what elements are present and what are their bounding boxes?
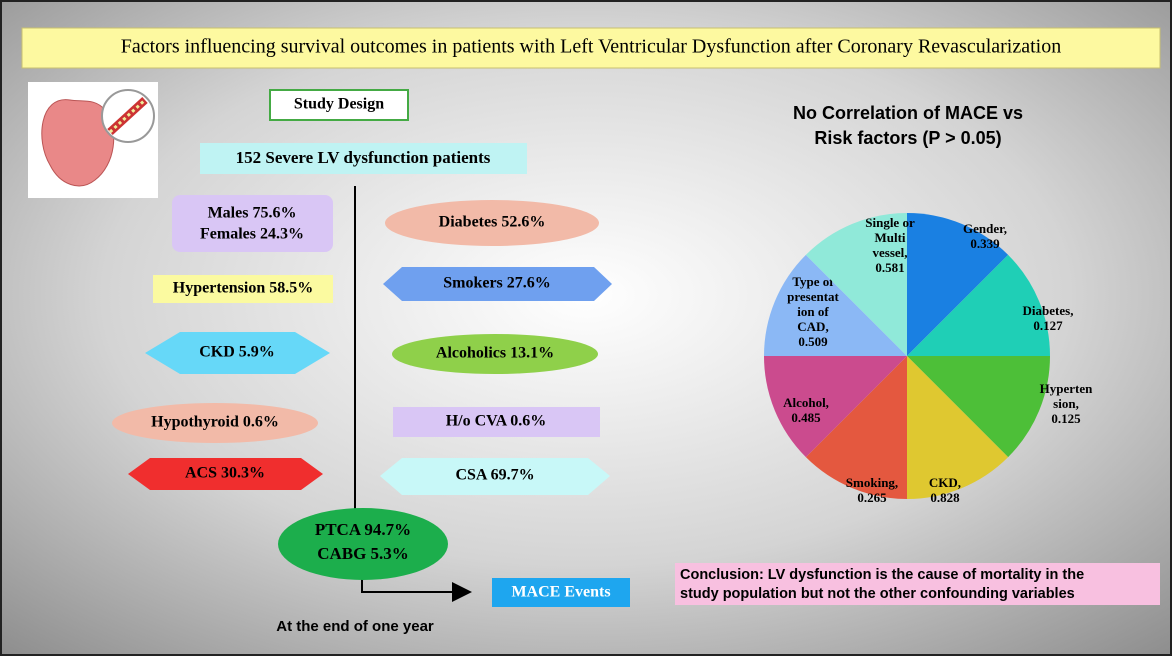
diabetes: Diabetes 52.6% [439, 214, 546, 231]
hypothyroid: Hypothyroid 0.6% [151, 414, 279, 431]
slice-label: Smoking, [846, 475, 898, 490]
cva-box [393, 407, 600, 437]
pie-slice [805, 356, 907, 499]
slice-value: 0.127 [1033, 318, 1063, 333]
heart-icon [28, 82, 158, 198]
slice-label: Alcohol, [783, 395, 829, 410]
conclusion-box [675, 563, 1160, 605]
slice-label: presentat [787, 289, 839, 304]
alcoholics-shape [392, 334, 598, 374]
conclusion: study population but not the other confo… [680, 586, 1075, 602]
pie-slice [907, 356, 1009, 499]
sex-box [172, 195, 333, 252]
males: Males 75.6% [208, 205, 297, 222]
slice-label: Type of [792, 274, 834, 289]
slice-value: 0.339 [970, 236, 1000, 251]
slice-value: 0.581 [875, 260, 904, 275]
acs: ACS 30.3% [185, 465, 265, 482]
pie-title: No Correlation of MACE vs [793, 103, 1023, 123]
slice-value: 0.265 [857, 490, 887, 505]
smokers-shape [383, 267, 612, 301]
slice-value: 0.828 [930, 490, 960, 505]
pie-slice [907, 356, 1050, 458]
conclusion: Conclusion: LV dysfunction is the cause … [680, 567, 1084, 583]
pie-slice [805, 213, 907, 356]
title: Factors influencing survival outcomes in… [121, 36, 1061, 58]
smokers: Smokers 27.6% [443, 275, 551, 292]
ptca: PTCA 94.7% [315, 520, 411, 539]
title-box [21, 27, 1161, 69]
slice-value: 0.125 [1051, 411, 1081, 426]
arrow [361, 578, 472, 602]
pie-slice [763, 254, 907, 356]
csa-shape [380, 458, 610, 495]
pie-slice [907, 212, 1009, 356]
pie: Gender,0.339Diabetes,0.127Hypertension,0… [763, 212, 1093, 505]
mace-box [492, 578, 630, 607]
slice-label: Diabetes, [1023, 303, 1074, 318]
pie-slice [907, 254, 1050, 356]
patients: 152 Severe LV dysfunction patients [236, 148, 491, 167]
hypertension: Hypertension 58.5% [173, 280, 313, 297]
study-design-box [269, 89, 409, 121]
slice-label: Single or [865, 215, 915, 230]
hypertension-box [153, 275, 333, 303]
slice-label: Hyperten [1040, 381, 1093, 396]
study-design: Study Design [294, 96, 384, 113]
acs-shape [128, 458, 323, 490]
slice-value: 0.509 [798, 334, 828, 349]
hypothyroid-shape [112, 403, 318, 443]
females: Females 24.3% [200, 226, 304, 243]
slice-label: sion, [1053, 396, 1079, 411]
pie-slice [763, 356, 907, 458]
slice-label: CKD, [929, 475, 961, 490]
mace: MACE Events [511, 584, 610, 601]
alcoholics: Alcoholics 13.1% [436, 345, 554, 362]
slice-label: CAD, [797, 319, 828, 334]
cabg: CABG 5.3% [317, 544, 409, 563]
slice-label: Gender, [963, 221, 1007, 236]
ckd: CKD 5.9% [199, 344, 275, 361]
cva: H/o CVA 0.6% [446, 413, 547, 430]
diabetes-shape [385, 200, 599, 246]
ckd-shape [145, 332, 330, 374]
slice-label: Multi [874, 230, 905, 245]
procedure-shape [278, 508, 448, 580]
slice-label: ion of [797, 304, 829, 319]
patients-box [200, 143, 527, 174]
pie-title: Risk factors (P > 0.05) [814, 128, 1001, 148]
slice-label: vessel, [872, 245, 907, 260]
csa: CSA 69.7% [455, 467, 534, 484]
slice-value: 0.485 [791, 410, 821, 425]
followup: At the end of one year [276, 618, 434, 635]
